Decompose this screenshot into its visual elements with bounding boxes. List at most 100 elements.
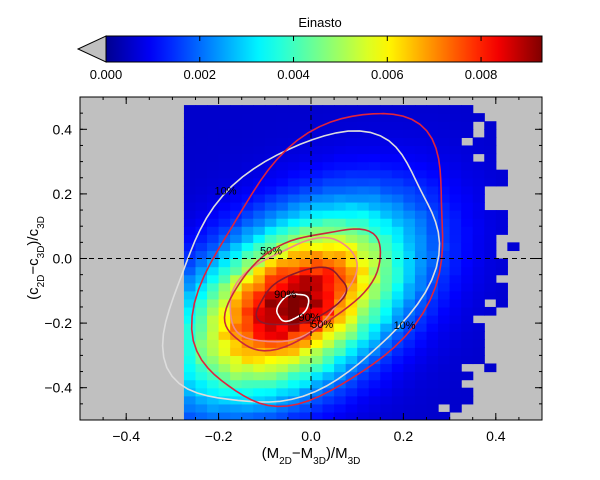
heatmap-cell [449, 306, 462, 316]
heatmap-cell [368, 282, 381, 292]
heatmap-cell [472, 298, 485, 308]
heatmap-cell [183, 379, 197, 389]
heatmap-cell [322, 315, 335, 324]
heatmap-cell [276, 201, 289, 211]
heatmap-cell [276, 113, 289, 122]
heatmap-cell [322, 347, 335, 356]
heatmap-cell [368, 185, 381, 195]
heatmap-cell [368, 177, 381, 187]
heatmap-cell [322, 129, 335, 138]
heatmap-cell [241, 113, 254, 122]
heatmap-cell [322, 218, 335, 227]
heatmap-cell [449, 331, 462, 340]
heatmap-cell [253, 169, 266, 179]
heatmap-cell [276, 145, 289, 155]
heatmap-cell [449, 113, 462, 122]
heatmap-cell [322, 161, 335, 171]
heatmap-cell [287, 250, 301, 260]
heatmap-cell [311, 121, 324, 130]
heatmap-cell [264, 387, 277, 397]
heatmap-cell [287, 331, 301, 340]
heatmap-cell [322, 266, 335, 276]
heatmap-cell [368, 355, 381, 365]
heatmap-cell [276, 105, 289, 114]
heatmap-cell [414, 298, 428, 308]
heatmap-cell [368, 363, 381, 373]
x-tick-label: −0.4 [112, 428, 140, 444]
heatmap-cell [334, 290, 347, 300]
heatmap-cell [368, 339, 381, 348]
heatmap-cell [334, 306, 347, 316]
heatmap-cell [368, 379, 381, 389]
heatmap-cell [345, 323, 358, 332]
heatmap-cell [334, 347, 347, 356]
heatmap-cell [403, 323, 416, 332]
heatmap-cell [207, 315, 220, 324]
heatmap-cell [484, 363, 497, 373]
heatmap-cell [183, 371, 197, 381]
heatmap-cell [461, 298, 474, 308]
y-tick-label: −0.4 [44, 380, 72, 396]
heatmap-cell [218, 169, 231, 179]
heatmap-cell [357, 121, 370, 130]
heatmap-cell [357, 411, 370, 420]
heatmap-cell [207, 411, 220, 420]
heatmap-cell [230, 250, 243, 260]
heatmap-cell [287, 218, 301, 227]
heatmap-cell [207, 113, 220, 122]
heatmap-cell [345, 169, 358, 179]
heatmap-cell [380, 371, 393, 381]
heatmap-cell [438, 266, 451, 276]
heatmap-cell [287, 395, 301, 405]
heatmap-cell [183, 347, 197, 356]
heatmap-cell [183, 266, 197, 276]
heatmap-cell [438, 331, 451, 340]
heatmap-cell [253, 234, 266, 243]
heatmap-cell [334, 411, 347, 420]
heatmap-cell [426, 306, 439, 316]
heatmap-cell [241, 371, 254, 381]
heatmap-cell [461, 355, 474, 365]
heatmap-cell [264, 266, 277, 276]
heatmap-cell [461, 193, 474, 203]
heatmap-cell [218, 121, 231, 130]
heatmap-cell [403, 315, 416, 324]
heatmap-cell [322, 242, 335, 252]
heatmap-cell [380, 266, 393, 276]
heatmap-cell [287, 274, 301, 284]
heatmap-cell [195, 363, 208, 373]
y-tick-label: −0.2 [44, 315, 72, 331]
heatmap-cell [345, 282, 358, 292]
heatmap-cell [207, 347, 220, 356]
heatmap-cell [241, 137, 254, 147]
heatmap-cell [426, 371, 439, 381]
heatmap-cell [449, 105, 462, 114]
heatmap-cell [391, 234, 404, 243]
heatmap-cell [380, 234, 393, 243]
heatmap-cell [287, 306, 301, 316]
heatmap-cell [311, 129, 324, 138]
heatmap-cell [438, 363, 451, 373]
heatmap-cell [287, 226, 301, 235]
heatmap-cell [357, 379, 370, 389]
heatmap-cell [414, 355, 428, 365]
heatmap-cell [438, 145, 451, 155]
heatmap-cell [357, 339, 370, 348]
heatmap-cell [218, 258, 231, 268]
heatmap-cell [391, 387, 404, 397]
heatmap-cell [345, 387, 358, 397]
heatmap-cell [380, 250, 393, 260]
heatmap-cell [380, 290, 393, 300]
heatmap-cell [195, 250, 208, 260]
heatmap-cell [218, 274, 231, 284]
heatmap-cell [299, 363, 312, 373]
heatmap-cell [253, 347, 266, 356]
heatmap-cell [264, 234, 277, 243]
heatmap-cell [449, 266, 462, 276]
heatmap-cell [322, 331, 335, 340]
heatmap-cell [322, 226, 335, 235]
heatmap-cell [207, 169, 220, 179]
heatmap-cell [230, 331, 243, 340]
heatmap-cell [438, 226, 451, 235]
heatmap-cell [230, 298, 243, 308]
